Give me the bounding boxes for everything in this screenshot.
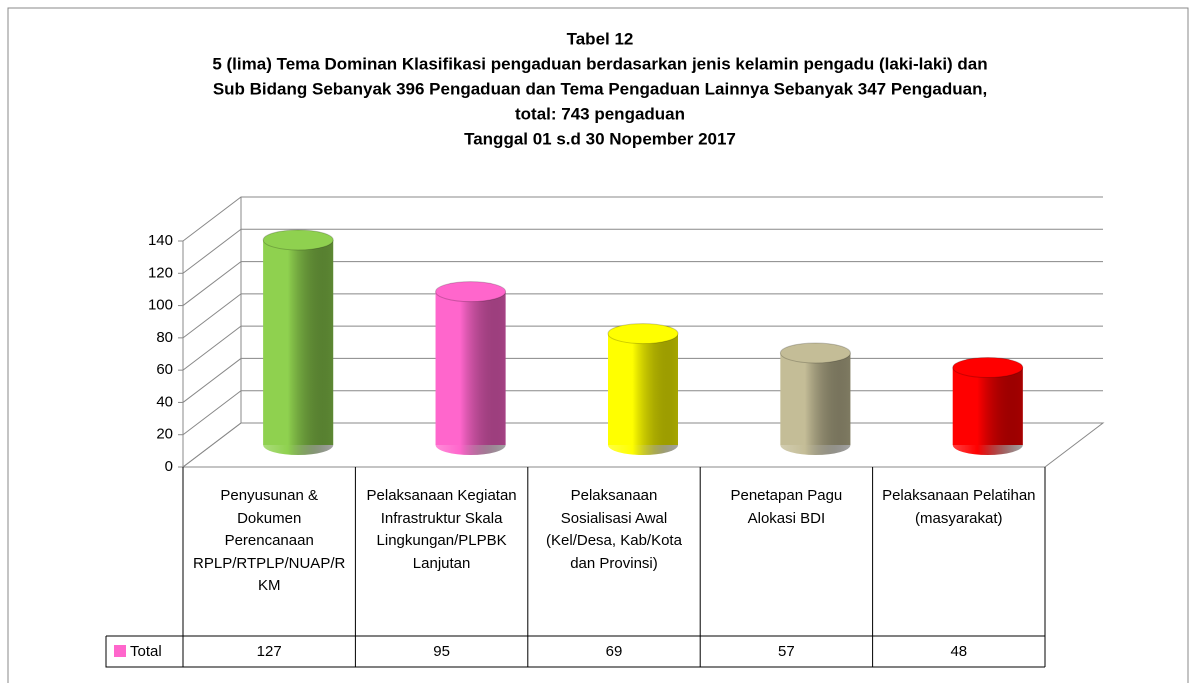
x-tick-label: Penyusunan & Dokumen Perencanaan RPLP/RT… (193, 487, 346, 594)
y-tick-label: 100 (148, 297, 173, 314)
chart-title: Tanggal 01 s.d 30 Nopember 2017 (464, 129, 736, 148)
y-tick-label: 40 (156, 393, 173, 410)
y-tick-label: 80 (156, 329, 173, 346)
grid-line (182, 325, 1103, 371)
x-tick-label: Penetapan Pagu Alokasi BDI (730, 487, 843, 527)
y-tick-label: 120 (148, 264, 173, 281)
cylinder-top (435, 281, 507, 303)
value-cell: 69 (606, 643, 623, 660)
grid-line (182, 293, 1103, 339)
y-tick-label: 20 (156, 426, 173, 443)
cylinder (780, 352, 851, 455)
chart-title: total: 743 pengaduan (515, 104, 685, 123)
cylinder (608, 333, 678, 455)
chart-title: Tabel 12 (567, 29, 634, 48)
value-cell: 127 (257, 643, 282, 660)
value-cell: 95 (433, 643, 450, 660)
cylinder-top (262, 229, 334, 251)
x-tick-label: Pelaksanaan Sosialisasi Awal (Kel/Desa, … (546, 487, 682, 572)
cylinder-top (779, 342, 851, 364)
chart-title: Sub Bidang Sebanyak 396 Pengaduan dan Te… (213, 79, 987, 98)
x-tick-label: Pelaksanaan Pelatihan (masyarakat) (882, 487, 1036, 527)
legend-key (114, 645, 126, 657)
cylinder-top (607, 323, 679, 345)
x-tick-label: Pelaksanaan Kegiatan Infrastruktur Skala… (366, 487, 517, 572)
grid-line (182, 261, 1103, 306)
value-cell: 48 (950, 643, 967, 660)
chart-border (7, 7, 1189, 683)
cylinder-top (952, 357, 1024, 379)
y-tick-label: 140 (148, 232, 173, 249)
cylinder (435, 291, 506, 455)
cylinder (263, 239, 334, 455)
table-grid (105, 467, 1046, 668)
y-tick-label: 0 (165, 458, 173, 475)
grid-line (182, 196, 1103, 242)
y-tick-label: 60 (156, 361, 173, 378)
cylinder (952, 367, 1023, 455)
grid-line (182, 228, 1103, 274)
legend-label: Total (130, 643, 162, 660)
value-cell: 57 (778, 643, 795, 660)
chart-title: 5 (lima) Tema Dominan Klasifikasi pengad… (212, 54, 987, 73)
